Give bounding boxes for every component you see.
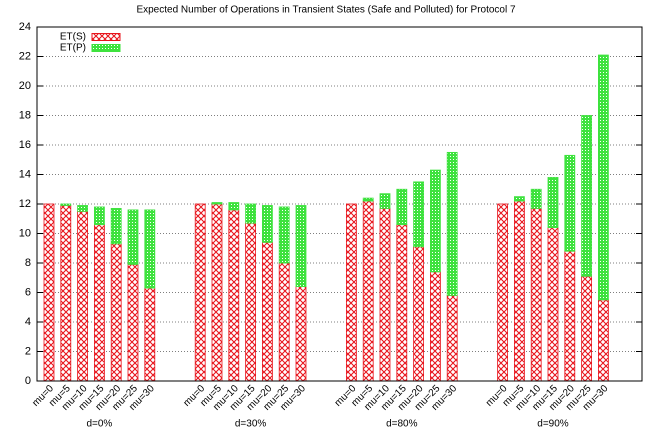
y-tick-label: 16 xyxy=(19,139,31,151)
bar-segment xyxy=(144,287,156,382)
bar-segment xyxy=(379,193,391,209)
bar-segment xyxy=(110,243,122,382)
bar-segment xyxy=(362,200,374,382)
legend-label: ET(P) xyxy=(60,43,86,54)
bar-segment xyxy=(127,264,139,382)
bar-segment xyxy=(446,151,458,296)
group-label: d=0% xyxy=(86,419,112,430)
chart-title: Expected Number of Operations in Transie… xyxy=(136,5,516,16)
plot-frame xyxy=(36,26,643,382)
y-tick-label: 2 xyxy=(25,345,31,357)
bar-segment xyxy=(94,206,105,226)
group-label: d=30% xyxy=(235,419,267,430)
bar-segment xyxy=(429,169,441,273)
bar-segment xyxy=(362,197,374,202)
bar-segment xyxy=(194,203,206,382)
bar-segment xyxy=(127,209,139,265)
legend-swatch xyxy=(91,44,121,52)
bar-segment xyxy=(530,188,542,209)
y-tick-label: 0 xyxy=(25,375,31,387)
bar-segment xyxy=(295,205,307,288)
bar-segment xyxy=(278,206,290,264)
y-tick-label: 22 xyxy=(19,50,31,62)
bar-segment xyxy=(413,246,425,382)
bar-segment xyxy=(295,286,307,382)
y-tick-label: 20 xyxy=(19,80,31,92)
y-tick-label: 24 xyxy=(19,21,31,33)
bar-segment xyxy=(60,203,72,206)
bar-segment xyxy=(110,208,122,245)
bar-segment xyxy=(228,209,240,382)
bar-segment xyxy=(77,205,88,212)
bar-segment xyxy=(211,203,223,382)
y-tick-label: 10 xyxy=(19,227,31,239)
bar-segment xyxy=(564,250,576,382)
bar-segment xyxy=(94,224,105,382)
bar-segment xyxy=(497,203,509,382)
y-tick-label: 4 xyxy=(25,316,31,328)
y-tick-label: 18 xyxy=(19,109,31,121)
bar-segment xyxy=(581,275,592,382)
bar-segment xyxy=(514,196,525,202)
bar-segment xyxy=(514,200,525,382)
group-label: d=80% xyxy=(386,419,418,430)
group-label: d=90% xyxy=(537,419,569,430)
bar-segment xyxy=(144,209,156,289)
bar-segment xyxy=(547,177,559,228)
bar-segment xyxy=(547,227,559,382)
bar-segment xyxy=(396,224,408,382)
bar-segment xyxy=(581,115,592,277)
legend-swatch xyxy=(91,33,121,41)
bar-segment xyxy=(345,203,357,382)
bar-segment xyxy=(598,299,609,382)
bar-segment xyxy=(245,203,257,224)
bar-segment xyxy=(564,154,576,252)
bar-segment xyxy=(413,181,425,248)
bar-segment xyxy=(396,188,408,226)
y-tick-label: 12 xyxy=(19,198,31,210)
bar-segment xyxy=(429,271,441,382)
bar-segment xyxy=(261,205,273,243)
bar-segment xyxy=(530,208,542,382)
bar-segment xyxy=(77,210,88,382)
y-tick-label: 8 xyxy=(25,257,31,269)
bar-segment xyxy=(598,54,609,301)
bar-segment xyxy=(261,241,273,382)
bar-segment xyxy=(278,262,290,382)
bar-segment xyxy=(43,203,55,382)
bar-segment xyxy=(245,222,257,382)
bar-segment xyxy=(446,295,458,382)
bar-segment xyxy=(211,202,223,205)
bar-segment xyxy=(228,202,240,211)
y-tick-label: 6 xyxy=(25,286,31,298)
legend-label: ET(S) xyxy=(60,32,86,43)
y-tick-label: 14 xyxy=(19,168,31,180)
bar-segment xyxy=(379,208,391,382)
bar-segment xyxy=(60,205,72,382)
